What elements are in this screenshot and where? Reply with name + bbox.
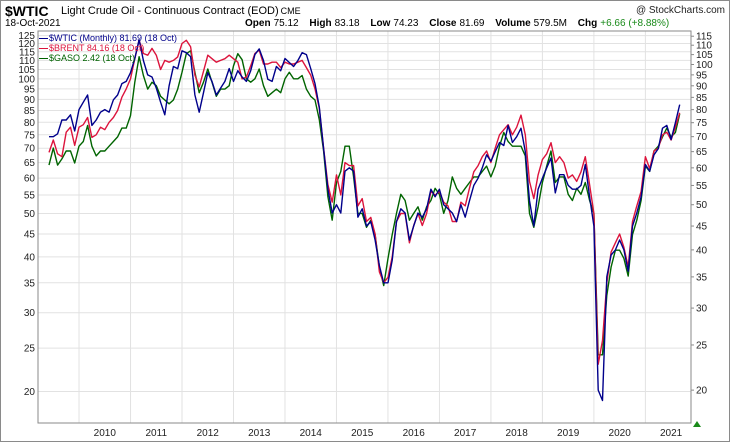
legend-label-wtic: $WTIC (Monthly) 81.69 (18 Oct)	[49, 33, 178, 43]
y-tick-label-right: 40	[696, 245, 708, 256]
volume-label: Volume	[495, 18, 531, 29]
plot-area	[37, 30, 692, 424]
y-tick-label-left: 100	[18, 74, 35, 85]
legend-label-gaso: $GASO 2.42 (18 Oct)	[49, 53, 136, 63]
y-tick-label-right: 105	[696, 50, 713, 61]
high-label: High	[309, 18, 332, 29]
y-tick-label-left: 75	[24, 130, 36, 141]
y-tick-label-right: 80	[696, 105, 708, 116]
y-tick-label-left: 55	[24, 191, 36, 202]
y-tick-label-left: 105	[18, 65, 35, 76]
y-tick-label-left: 125	[18, 31, 35, 42]
x-tick-label: 2016	[403, 428, 426, 439]
change-value: +6.66 (+8.88%)	[600, 18, 670, 29]
low-label: Low	[370, 18, 391, 29]
x-tick-label: 2014	[300, 428, 323, 439]
legend-swatch-gaso	[39, 58, 48, 60]
ticker-description: Light Crude Oil - Continuous Contract (E…	[61, 5, 301, 17]
x-tick-label: 2011	[146, 428, 168, 439]
ohlc-summary: Open 75.12 High 83.18 Low 74.23 Close 81.69 …	[245, 18, 669, 29]
y-tick-label-left: 95	[24, 84, 36, 95]
y-tick-label-left: 120	[18, 39, 35, 50]
legend-entry-brent: $BRENT 84.16 (18 Oct)	[39, 43, 144, 53]
y-tick-label-right: 55	[696, 181, 708, 192]
open-value: 75.12	[273, 18, 299, 29]
y-tick-label-right: 75	[696, 118, 708, 129]
plot-border	[37, 30, 692, 424]
y-tick-label-right: 70	[696, 132, 708, 143]
series-line-brent	[48, 39, 681, 365]
x-tick-label: 2020	[609, 428, 632, 439]
low-value: 74.23	[393, 18, 419, 29]
close-value: 81.69	[459, 18, 485, 29]
y-tick-label-right: 25	[696, 340, 708, 351]
x-tick-label: 2018	[506, 428, 529, 439]
x-tick-label: 2017	[454, 428, 477, 439]
y-tick-label-left: 85	[24, 106, 36, 117]
y-tick-label-left: 45	[24, 229, 36, 240]
y-tick-label-left: 90	[24, 95, 36, 106]
y-tick-label-right: 110	[696, 41, 712, 52]
y-tick-label-left: 35	[24, 278, 36, 289]
y-tick-label-right: 90	[696, 81, 708, 92]
y-tick-label-right: 30	[696, 304, 708, 315]
y-tick-label-left: 70	[24, 144, 36, 155]
y-tick-label-right: 85	[696, 93, 708, 104]
y-tick-label-left: 115	[19, 47, 35, 58]
y-tick-label-right: 100	[696, 60, 713, 71]
y-tick-label-right: 95	[696, 70, 708, 81]
y-tick-label-right: 35	[696, 272, 708, 283]
y-tick-label-left: 65	[24, 158, 36, 169]
y-tick-label-left: 40	[24, 252, 36, 263]
y-tick-label-right: 65	[696, 147, 708, 158]
high-value: 83.18	[334, 18, 360, 29]
x-tick-label: 2012	[197, 428, 220, 439]
y-tick-label-right: 60	[696, 163, 708, 174]
close-label: Close	[429, 18, 457, 29]
y-tick-label-left: 60	[24, 174, 36, 185]
up-arrow-icon	[693, 421, 701, 427]
x-tick-label: 2015	[351, 428, 374, 439]
volume-value: 579.5M	[533, 18, 568, 29]
contract-name: Light Crude Oil - Continuous Contract (E…	[61, 5, 279, 17]
ticker-symbol: $WTIC	[5, 3, 49, 19]
change-label: Chg	[577, 18, 598, 29]
y-tick-label-left: 110	[19, 56, 35, 67]
x-tick-label: 2013	[248, 428, 271, 439]
legend-swatch-wtic	[39, 38, 48, 40]
legend-label-brent: $BRENT 84.16 (18 Oct)	[49, 43, 145, 53]
x-tick-label: 2019	[557, 428, 580, 439]
legend-entry-wtic: $WTIC (Monthly) 81.69 (18 Oct)	[39, 33, 177, 43]
y-tick-label-right: 50	[696, 200, 708, 211]
y-tick-label-right: 115	[696, 32, 712, 43]
x-tick-label: 2010	[94, 428, 117, 439]
open-label: Open	[245, 18, 271, 29]
exchange-label: CME	[280, 6, 301, 16]
y-tick-label-left: 80	[24, 118, 36, 129]
y-tick-label-right: 20	[696, 386, 708, 397]
legend-entry-gaso: $GASO 2.42 (18 Oct)	[39, 53, 135, 63]
y-tick-label-left: 25	[24, 344, 36, 355]
stockcharts-watermark: @ StockCharts.com	[635, 5, 725, 16]
y-tick-label-right: 45	[696, 222, 708, 233]
y-tick-label-left: 20	[24, 387, 36, 398]
y-tick-label-left: 50	[24, 209, 36, 220]
x-tick-label: 2021	[660, 428, 683, 439]
quote-date: 18-Oct-2021	[5, 18, 61, 29]
y-tick-label-left: 30	[24, 308, 36, 319]
legend-swatch-brent	[39, 48, 48, 50]
series-line-wtic	[49, 39, 681, 402]
